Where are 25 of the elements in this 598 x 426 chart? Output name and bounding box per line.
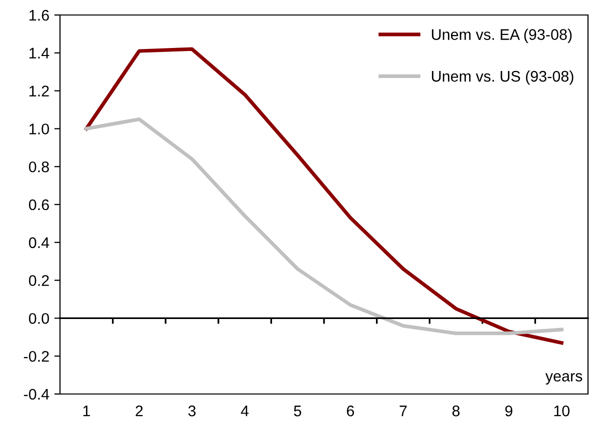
y-tick-label: 0.0 xyxy=(28,313,49,324)
y-tick-label: 0.2 xyxy=(28,275,49,286)
y-tick-label: 0.8 xyxy=(28,161,49,172)
x-tick-label: 9 xyxy=(505,406,512,416)
x-tick-label: 10 xyxy=(554,406,570,416)
y-tick-label: 1.0 xyxy=(30,124,49,134)
y-tick-label: 1.2 xyxy=(30,86,49,96)
legend-label: Unem vs. US (93-08) xyxy=(432,70,574,85)
y-tick-label: 0.6 xyxy=(28,199,49,210)
x-tick-label: 8 xyxy=(452,406,460,416)
x-tick-label: 5 xyxy=(294,406,302,416)
annotation: years xyxy=(545,373,582,385)
line-series xyxy=(84,117,564,336)
x-tick-label: 2 xyxy=(136,406,143,416)
x-tick-label: 6 xyxy=(346,406,354,416)
y-tick-label: -0.2 xyxy=(24,350,49,362)
y-tick-label: 0.4 xyxy=(28,237,50,248)
x-tick-label: 1 xyxy=(83,406,90,416)
x-tick-label: 7 xyxy=(400,406,407,416)
y-tick-label: -0.4 xyxy=(24,388,50,400)
x-tick-label: 4 xyxy=(240,406,249,416)
y-tick-label: 1.6 xyxy=(30,10,49,21)
legend-label: Unem vs. EA (93-08) xyxy=(432,28,572,43)
x-tick-label: 3 xyxy=(188,406,196,416)
y-tick-label: 1.4 xyxy=(30,48,50,58)
